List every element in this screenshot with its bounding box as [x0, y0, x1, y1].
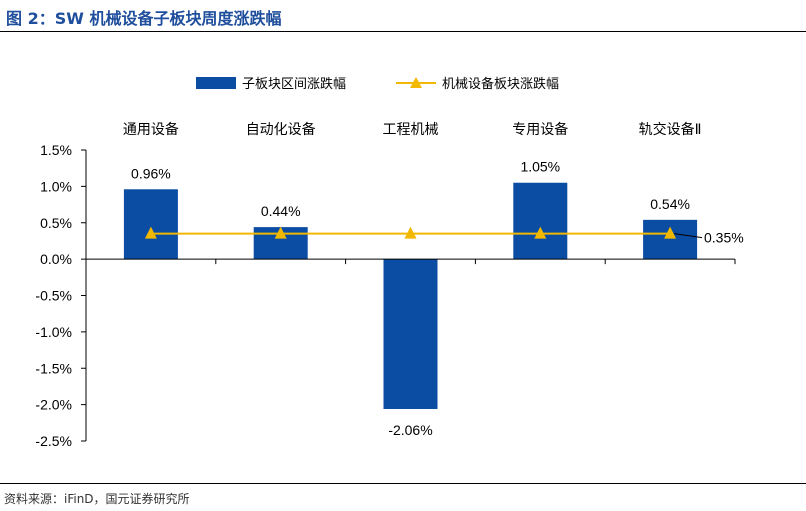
line-marker — [144, 226, 157, 239]
figure-title: 图 2：SW 机械设备子板块周度涨跌幅 — [6, 9, 282, 28]
y-tick-label: -2.5% — [35, 433, 72, 449]
y-tick-label: 1.0% — [40, 178, 72, 194]
line-marker — [534, 226, 547, 239]
category-label: 专用设备 — [512, 121, 568, 137]
legend-bar-label: 子板块区间涨跌幅 — [242, 76, 346, 91]
y-tick-label: -1.0% — [35, 324, 72, 340]
bar-value-label: 1.05% — [520, 159, 560, 175]
line-value-label: 0.35% — [704, 230, 744, 246]
legend-line-label: 机械设备板块涨跌幅 — [442, 76, 559, 91]
line-marker — [274, 226, 287, 239]
line-label-leader — [674, 233, 703, 239]
legend-bar-swatch — [196, 77, 236, 89]
line-series: 0.35% — [144, 226, 744, 246]
y-tick-label: -0.5% — [35, 288, 72, 304]
bars — [123, 182, 698, 409]
y-tick-label: -1.5% — [35, 360, 72, 376]
category-label: 自动化设备 — [246, 121, 316, 137]
category-label: 工程机械 — [383, 121, 439, 137]
bar-value-label: -2.06% — [388, 422, 432, 438]
x-axis — [85, 258, 736, 265]
bar — [513, 182, 568, 260]
y-tick-label: -2.0% — [35, 397, 72, 413]
bar — [123, 189, 178, 260]
bar-value-label: 0.96% — [131, 165, 171, 181]
line-marker — [664, 226, 677, 239]
category-label: 轨交设备Ⅱ — [639, 121, 702, 137]
legend: 子板块区间涨跌幅 机械设备板块涨跌幅 — [196, 76, 559, 91]
legend-line-marker — [410, 77, 422, 88]
y-tick-label: 0.5% — [40, 215, 72, 231]
bar — [383, 259, 438, 409]
bar-labels: 0.96% 0.44% -2.06% 1.05% 0.54% — [131, 159, 690, 438]
bar-value-label: 0.44% — [261, 203, 301, 219]
source-note: 资料来源：iFinD，国元证券研究所 — [4, 492, 190, 506]
line-marker — [404, 226, 417, 239]
bar-value-label: 0.54% — [650, 196, 690, 212]
category-labels: 通用设备 自动化设备 工程机械 专用设备 轨交设备Ⅱ — [123, 121, 702, 137]
y-tick-label: 0.0% — [40, 251, 72, 267]
y-axis: 1.5% 1.0% 0.5% 0.0% -0.5% -1.0% -1.5% -2.0% -2.5… — [35, 142, 87, 449]
y-tick-label: 1.5% — [40, 142, 72, 158]
category-label: 通用设备 — [123, 121, 179, 137]
source-rule — [0, 483, 806, 484]
bar — [643, 219, 698, 260]
title-rule — [0, 31, 806, 32]
